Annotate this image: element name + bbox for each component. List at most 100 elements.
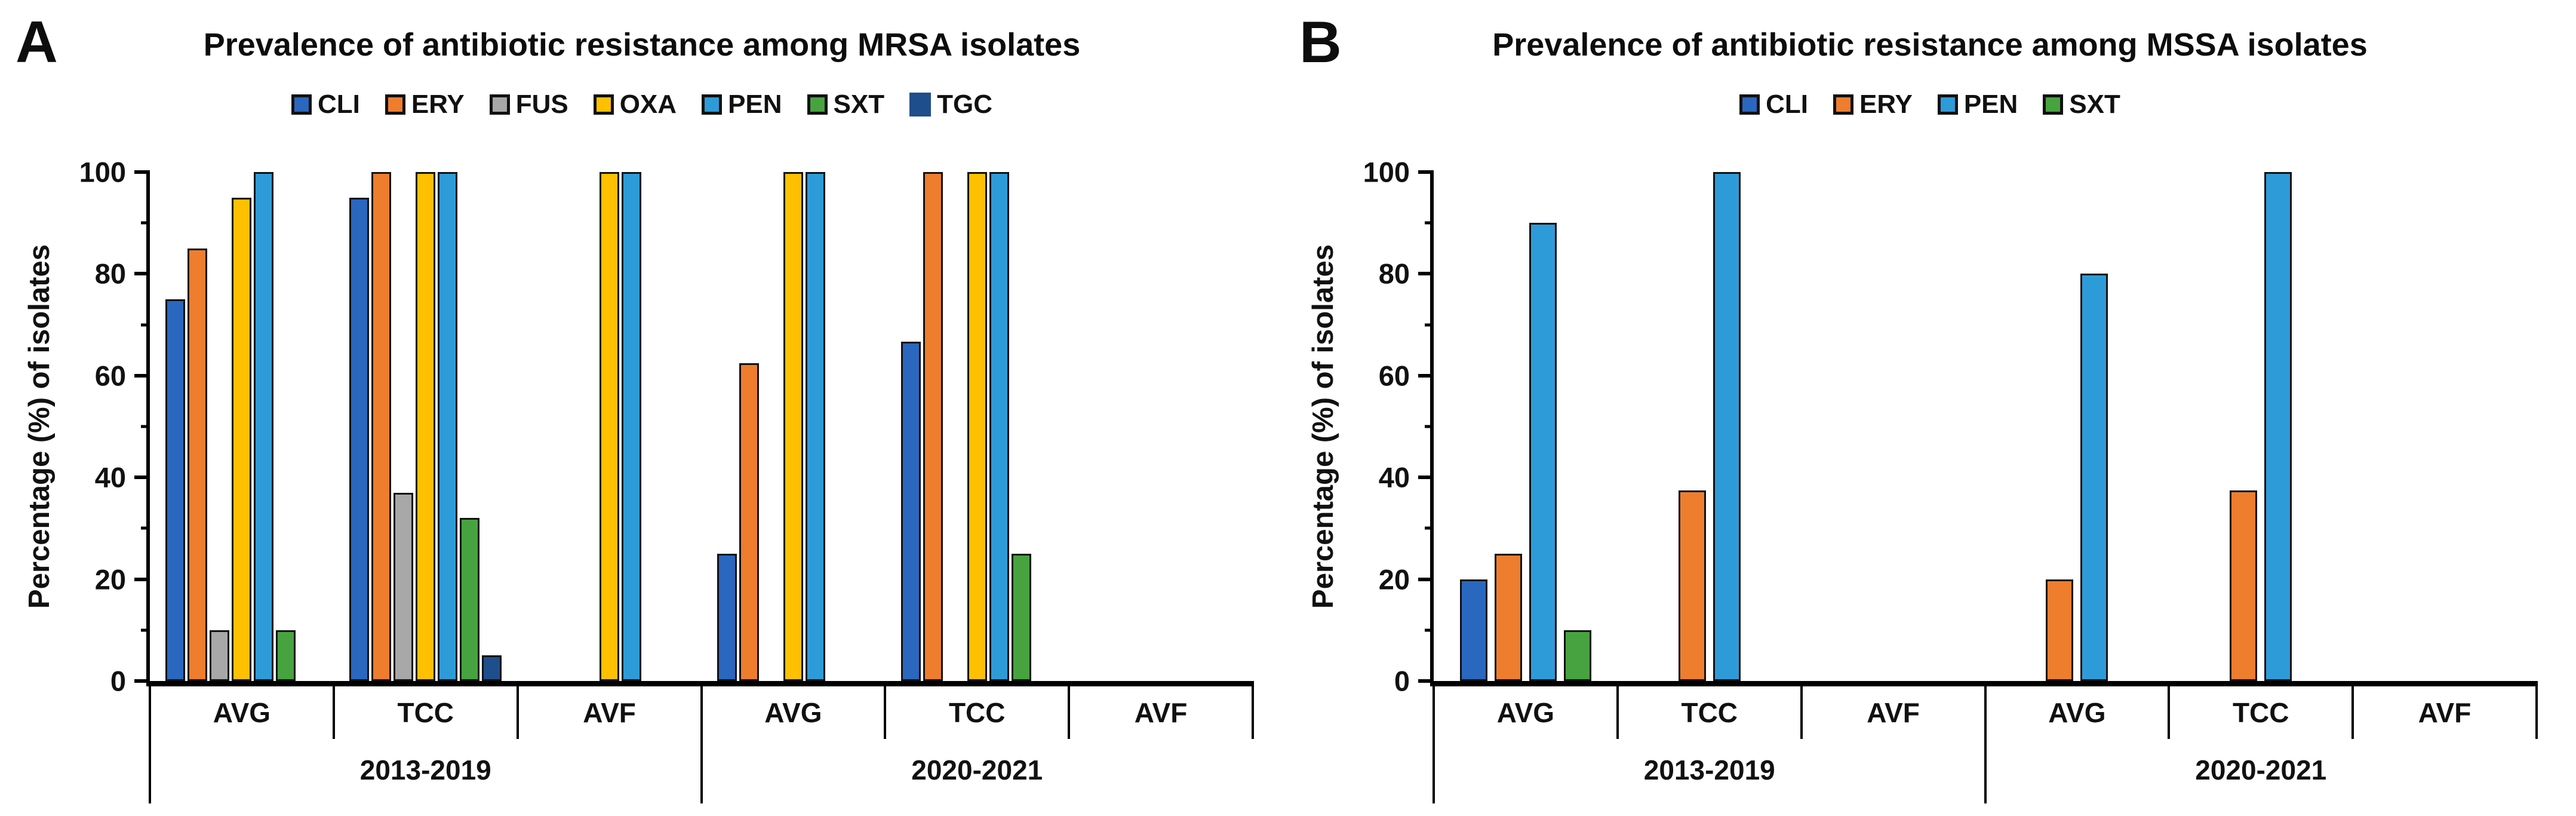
slot-oxa-2 bbox=[600, 172, 620, 681]
y-major-tick-100 bbox=[1418, 170, 1434, 174]
slot-tgc-5 bbox=[1218, 172, 1237, 681]
y-tick-label-80: 80 bbox=[94, 257, 126, 290]
panel-mrsa: A Prevalence of antibiotic resistance am… bbox=[0, 0, 1284, 816]
bar-sxt-0 bbox=[276, 630, 296, 681]
slot-fus-0 bbox=[210, 172, 230, 681]
bar-ery-3 bbox=[2046, 579, 2074, 681]
category-label-avg-3: AVG bbox=[2048, 697, 2106, 728]
group-tcc-4 bbox=[885, 172, 1069, 681]
period-row: 2013-2019 2020-2021 bbox=[1434, 739, 2537, 801]
slot-cli-4 bbox=[2195, 172, 2223, 681]
slot-cli-3 bbox=[2011, 172, 2039, 681]
legend-label-fus: FUS bbox=[515, 90, 568, 119]
slot-tgc-4 bbox=[1034, 172, 1053, 681]
group-avg-0 bbox=[150, 172, 334, 681]
group-avg-0 bbox=[1434, 172, 1618, 681]
period-separator-3 bbox=[700, 681, 703, 803]
y-tick-label-40: 40 bbox=[94, 461, 126, 493]
slot-sxt-1 bbox=[460, 172, 480, 681]
legend-label-sxt: SXT bbox=[2069, 90, 2120, 119]
bar-oxa-4 bbox=[967, 172, 987, 681]
category-axis: AVG TCC AVF AVG TCC AVF 2013-2019 2020-2021 bbox=[1433, 681, 2538, 806]
category-row: AVG TCC AVF AVG TCC AVF bbox=[150, 686, 1253, 739]
category-separator-2 bbox=[516, 681, 519, 739]
category-axis: AVG TCC AVF AVG TCC AVF 2013-2019 2020-2021 bbox=[149, 681, 1254, 806]
bar-groups bbox=[1434, 172, 2537, 681]
slot-cli-5 bbox=[2379, 172, 2406, 681]
slot-fus-1 bbox=[394, 172, 414, 681]
slot-tgc-1 bbox=[482, 172, 502, 681]
bar-ery-1 bbox=[371, 172, 392, 681]
slot-pen-3 bbox=[805, 172, 825, 681]
panel-mssa: B Prevalence of antibiotic resistance am… bbox=[1284, 0, 2576, 816]
y-tick-label-0: 0 bbox=[110, 665, 126, 697]
slot-sxt-4 bbox=[1011, 172, 1031, 681]
bar-ery-3 bbox=[739, 363, 759, 681]
slot-sxt-3 bbox=[828, 172, 847, 681]
y-major-tick-0 bbox=[134, 679, 150, 683]
slot-ery-0 bbox=[187, 172, 208, 681]
bar-sxt-1 bbox=[460, 518, 480, 681]
period-label-1: 2020-2021 bbox=[911, 754, 1043, 786]
y-minor-tick-10 bbox=[141, 628, 150, 632]
slot-cli-3 bbox=[717, 172, 737, 681]
period-separator-3 bbox=[1984, 681, 1987, 803]
bar-sxt-0 bbox=[1563, 630, 1591, 681]
slot-sxt-0 bbox=[1563, 172, 1591, 681]
y-tick-label-80: 80 bbox=[1378, 257, 1410, 290]
slot-cli-0 bbox=[1459, 172, 1487, 681]
slot-sxt-3 bbox=[2115, 172, 2142, 681]
slot-tgc-0 bbox=[298, 172, 318, 681]
y-tick-label-20: 20 bbox=[94, 563, 126, 596]
group-avf-2 bbox=[1802, 172, 1985, 681]
category-separator-5 bbox=[1068, 681, 1071, 739]
panel-letter-b: B bbox=[1299, 9, 1342, 75]
y-minor-tick-70 bbox=[141, 323, 150, 327]
category-separator-6 bbox=[1252, 681, 1254, 739]
slot-sxt-2 bbox=[644, 172, 663, 681]
legend-swatch-pen bbox=[1937, 94, 1958, 115]
y-tick-label-100: 100 bbox=[79, 156, 126, 188]
bar-ery-4 bbox=[923, 172, 943, 681]
legend-item-cli: CLI bbox=[1739, 90, 1808, 119]
legend-item-ery: ERY bbox=[385, 90, 465, 119]
period-separator-0 bbox=[1433, 681, 1435, 803]
category-label-avf-5: AVF bbox=[2418, 697, 2472, 728]
bar-cli-0 bbox=[165, 299, 186, 681]
y-tick-label-100: 100 bbox=[1363, 156, 1410, 188]
bar-fus-0 bbox=[210, 630, 230, 681]
group-tcc-4 bbox=[2169, 172, 2353, 681]
y-major-tick-60 bbox=[134, 373, 150, 378]
category-label-avf-2: AVF bbox=[583, 697, 636, 728]
y-minor-tick-10 bbox=[1425, 628, 1434, 632]
category-label-avf-2: AVF bbox=[1867, 697, 1920, 728]
legend-swatch-sxt bbox=[2043, 94, 2064, 115]
slot-ery-0 bbox=[1494, 172, 1522, 681]
category-label-tcc-4: TCC bbox=[948, 697, 1006, 728]
bar-pen-4 bbox=[2264, 172, 2292, 681]
slot-tgc-2 bbox=[666, 172, 686, 681]
slot-pen-0 bbox=[1529, 172, 1557, 681]
y-minor-tick-70 bbox=[1425, 323, 1434, 327]
legend-mrsa: CLI ERY FUS OXA PEN SXT TGC bbox=[0, 90, 1284, 119]
bar-pen-4 bbox=[989, 172, 1009, 681]
legend-item-ery: ERY bbox=[1833, 90, 1913, 119]
legend-item-oxa: OXA bbox=[593, 90, 677, 119]
bar-pen-3 bbox=[805, 172, 825, 681]
slot-cli-1 bbox=[349, 172, 370, 681]
slot-fus-3 bbox=[761, 172, 781, 681]
legend-item-sxt: SXT bbox=[807, 90, 884, 119]
slot-pen-5 bbox=[1173, 172, 1193, 681]
y-minor-tick-90 bbox=[1425, 221, 1434, 225]
y-tick-label-60: 60 bbox=[94, 360, 126, 392]
slot-fus-4 bbox=[945, 172, 965, 681]
legend-mssa: CLI ERY PEN SXT bbox=[1284, 90, 2576, 119]
period-label-1: 2020-2021 bbox=[2195, 754, 2327, 786]
group-avg-3 bbox=[701, 172, 885, 681]
y-major-tick-20 bbox=[134, 577, 150, 581]
slot-cli-1 bbox=[1644, 172, 1671, 681]
period-row: 2013-2019 2020-2021 bbox=[150, 739, 1253, 801]
chart-title-mssa: Prevalence of antibiotic resistance amon… bbox=[1492, 27, 2368, 63]
slot-cli-2 bbox=[533, 172, 553, 681]
slot-oxa-5 bbox=[1151, 172, 1171, 681]
